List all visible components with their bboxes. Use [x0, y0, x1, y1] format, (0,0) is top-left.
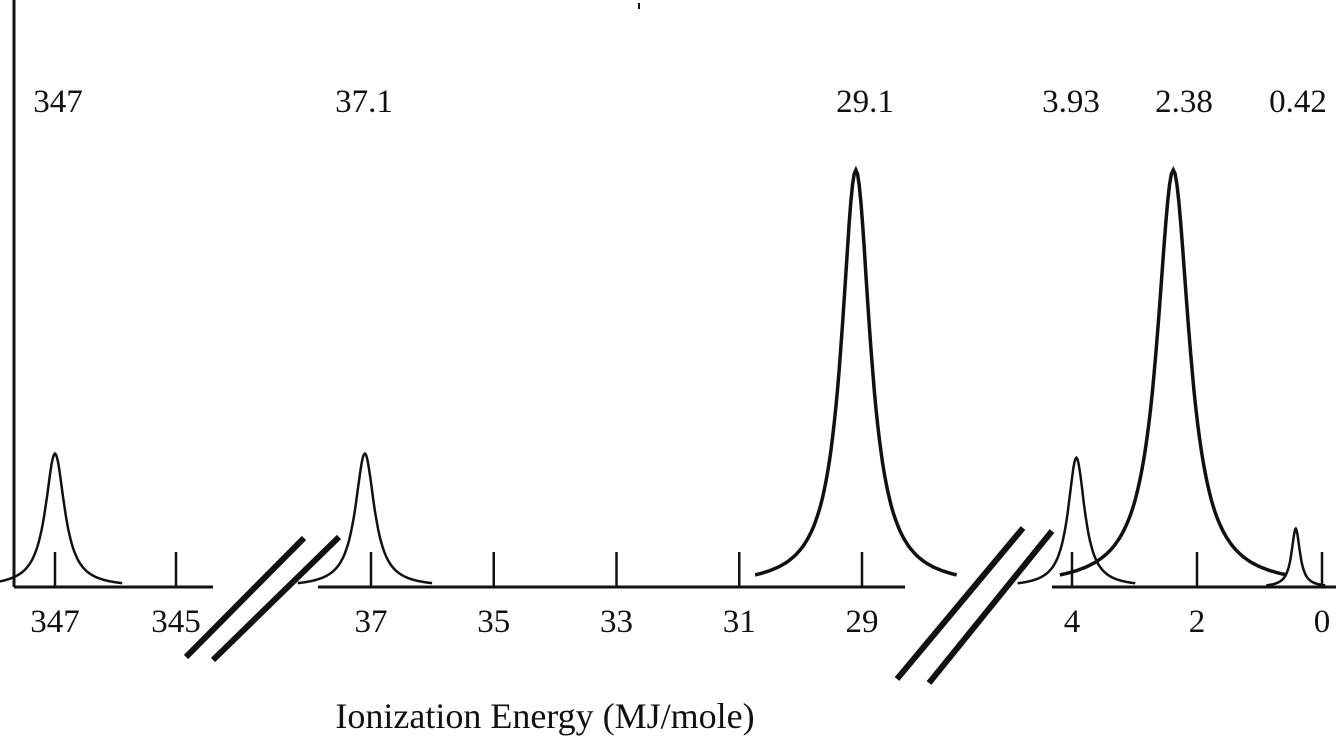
peak-labels: 347 37.1 29.1 3.93 2.38 0.42 — [33, 84, 1327, 120]
peak-0.42 — [1266, 526, 1326, 587]
peak-label: 0.42 — [1269, 84, 1327, 120]
x-tick-label: 35 — [477, 604, 510, 640]
axis-break-mark — [894, 526, 1026, 681]
axis-break-mark — [210, 534, 342, 663]
peak-label: 347 — [33, 84, 83, 120]
peak-3.93 — [1017, 455, 1136, 585]
peak-2.38 — [1059, 166, 1288, 577]
peak-37.1 — [297, 451, 433, 585]
x-tick-label: 37 — [355, 604, 388, 640]
x-axis-label: Ionization Energy (MJ/mole) — [335, 696, 754, 736]
x-ticks: 347 345 37 35 33 31 29 4 2 0 — [30, 552, 1330, 640]
x-tick-label: 31 — [723, 604, 756, 640]
axis-break-mark — [926, 529, 1055, 685]
peak-label: 2.38 — [1155, 84, 1213, 120]
peak-label: 37.1 — [335, 84, 393, 120]
x-tick-label: 345 — [151, 604, 201, 640]
peak-label: 3.93 — [1042, 84, 1100, 120]
axis-breaks — [183, 526, 1055, 685]
peak-label: 29.1 — [836, 84, 894, 120]
peak-29.1 — [754, 165, 958, 577]
peak-347 — [0, 451, 123, 585]
x-tick-label: 29 — [846, 604, 879, 640]
x-tick-label: 2 — [1189, 604, 1206, 640]
axis-break-mark — [183, 535, 307, 660]
x-tick-label: 4 — [1064, 604, 1081, 640]
x-tick-label: 347 — [30, 604, 80, 640]
x-tick-label: 0 — [1314, 604, 1331, 640]
x-tick-label: 33 — [600, 604, 633, 640]
peaks — [0, 165, 1326, 587]
